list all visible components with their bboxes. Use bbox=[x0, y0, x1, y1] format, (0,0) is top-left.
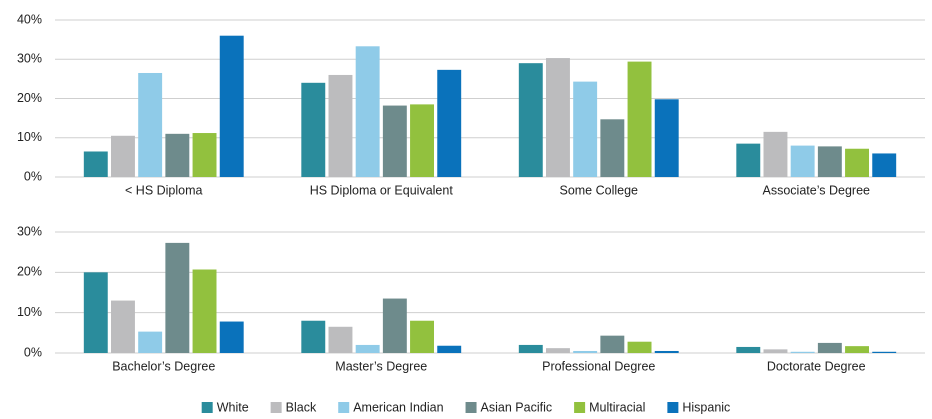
bar bbox=[736, 346, 761, 353]
bar bbox=[328, 326, 353, 353]
bar bbox=[872, 351, 897, 353]
bar bbox=[817, 342, 842, 353]
y-tick-label: 30% bbox=[17, 224, 42, 238]
y-tick-label: 40% bbox=[17, 12, 42, 26]
bar bbox=[546, 348, 570, 353]
bar bbox=[138, 331, 163, 353]
y-tick-label: 20% bbox=[17, 265, 42, 279]
legend-label: Asian Pacific bbox=[481, 400, 553, 414]
bar bbox=[301, 320, 326, 353]
bar bbox=[301, 82, 326, 177]
y-tick-label: 30% bbox=[17, 52, 42, 66]
bar bbox=[219, 35, 244, 178]
bar bbox=[437, 345, 462, 353]
y-tick-label: 10% bbox=[17, 305, 42, 319]
bar bbox=[410, 320, 434, 353]
bar bbox=[518, 344, 543, 353]
bar bbox=[165, 133, 190, 177]
y-tick-label: 0% bbox=[24, 169, 42, 183]
legend-label: Multiracial bbox=[589, 400, 645, 414]
bar bbox=[736, 143, 761, 177]
x-tick-label: Doctorate Degree bbox=[767, 359, 866, 373]
bar bbox=[518, 63, 543, 177]
legend-swatch bbox=[201, 402, 213, 413]
bar bbox=[654, 350, 679, 353]
bar bbox=[573, 81, 598, 177]
legend-swatch bbox=[465, 402, 477, 413]
legend-label: White bbox=[217, 400, 249, 414]
legend-label: American Indian bbox=[353, 400, 443, 414]
bar bbox=[111, 300, 135, 353]
x-tick-label: Professional Degree bbox=[542, 359, 655, 373]
bar bbox=[219, 321, 244, 353]
bar bbox=[872, 153, 897, 177]
bar bbox=[627, 61, 652, 178]
x-tick-label: < HS Diploma bbox=[125, 183, 203, 197]
bar bbox=[437, 69, 462, 177]
legend-label: Hispanic bbox=[682, 400, 730, 414]
bar bbox=[355, 46, 380, 177]
bar bbox=[790, 351, 815, 353]
bar bbox=[654, 99, 679, 177]
legend-swatch bbox=[338, 402, 350, 413]
legend-swatch bbox=[667, 402, 679, 413]
bar bbox=[546, 58, 570, 178]
x-tick-label: Some College bbox=[559, 183, 638, 197]
bar bbox=[355, 344, 380, 353]
y-tick-label: 0% bbox=[24, 345, 42, 359]
bar bbox=[817, 146, 842, 177]
bar bbox=[845, 346, 869, 353]
bar bbox=[600, 119, 625, 177]
bar bbox=[165, 242, 190, 353]
x-tick-label: Bachelor’s Degree bbox=[112, 359, 215, 373]
y-tick-label: 20% bbox=[17, 91, 42, 105]
x-tick-label: Associate’s Degree bbox=[763, 183, 871, 197]
bar bbox=[83, 272, 108, 353]
legend-label: Black bbox=[286, 400, 317, 414]
legend-swatch bbox=[270, 402, 282, 413]
bar bbox=[192, 133, 217, 177]
bar bbox=[382, 298, 407, 353]
x-tick-label: Master’s Degree bbox=[335, 359, 427, 373]
bar bbox=[845, 148, 869, 177]
legend-swatch bbox=[574, 402, 586, 413]
bar bbox=[600, 335, 625, 353]
bar bbox=[192, 269, 217, 353]
bar bbox=[328, 74, 353, 177]
bar bbox=[627, 341, 652, 353]
bar bbox=[410, 104, 434, 177]
x-tick-label: HS Diploma or Equivalent bbox=[310, 183, 454, 197]
bar bbox=[763, 349, 788, 353]
y-tick-label: 10% bbox=[17, 130, 42, 144]
bar bbox=[573, 350, 598, 353]
bar bbox=[138, 72, 163, 177]
bar bbox=[790, 145, 815, 177]
bar bbox=[763, 131, 788, 177]
bar bbox=[83, 151, 108, 177]
bar bbox=[111, 135, 135, 177]
bar bbox=[382, 105, 407, 177]
